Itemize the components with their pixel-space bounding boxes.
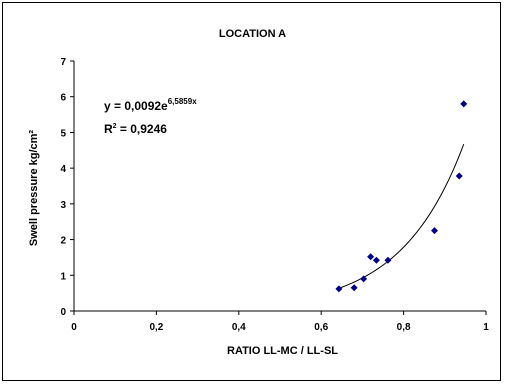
y-tick-label: 2 [60, 236, 66, 247]
x-tick-label: 1 [483, 322, 489, 333]
y-tick-label: 3 [60, 200, 66, 211]
equation-prefix: y = 0,0092e [104, 99, 168, 113]
data-point [372, 256, 380, 264]
r-squared: R2 = 0,9246 [104, 122, 167, 136]
trendline [338, 143, 465, 289]
equation-exponent: 6,5859x [167, 97, 197, 106]
chart-frame [2, 2, 501, 381]
data-point [367, 253, 375, 261]
data-point [431, 227, 438, 235]
data-point [460, 100, 468, 108]
x-tick-label: 0,8 [397, 322, 411, 333]
y-tick-label: 0 [60, 307, 66, 318]
chart-title: LOCATION A [218, 28, 287, 40]
y-tick-label: 6 [60, 93, 66, 104]
y-tick-label: 1 [60, 271, 66, 282]
data-point [455, 172, 463, 180]
y-tick-label: 7 [60, 57, 66, 68]
data-point [360, 275, 368, 283]
data-point [384, 256, 392, 264]
data-point [335, 285, 343, 293]
r2-value: = 0,9246 [116, 122, 167, 136]
x-tick-label: 0,6 [314, 322, 328, 333]
x-axis-label: RATIO LL-MC / LL-SL [227, 345, 338, 357]
r2-sup: 2 [112, 123, 117, 130]
data-point [350, 284, 358, 292]
x-tick-label: 0,2 [149, 322, 163, 333]
x-tick-label: 0,4 [232, 322, 246, 333]
r2-prefix: R [104, 122, 113, 136]
y-tick-label: 4 [60, 164, 66, 175]
y-tick-label: 5 [60, 128, 66, 139]
x-tick-label: 0 [71, 322, 77, 333]
trendline-equation: y = 0,0092e6,5859x [104, 97, 197, 113]
